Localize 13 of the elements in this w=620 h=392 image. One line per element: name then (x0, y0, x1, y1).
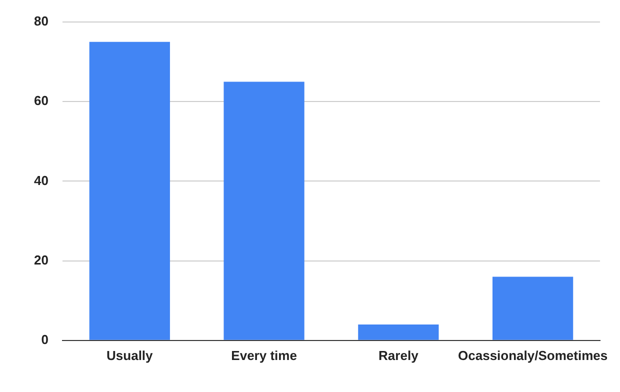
x-tick-label: Rarely (378, 348, 420, 363)
y-tick-label: 40 (34, 172, 48, 188)
y-tick-label: 80 (34, 14, 48, 29)
y-tick-label: 60 (34, 93, 48, 108)
x-tick-label: Every time (231, 348, 297, 363)
bar (492, 276, 574, 340)
bar (358, 324, 439, 340)
y-tick-label: 0 (41, 332, 48, 347)
x-tick-label: Ocassionaly/Sometimes (458, 348, 608, 363)
bar (224, 82, 304, 340)
x-tick-label: Usually (106, 348, 154, 363)
bar (89, 42, 170, 340)
y-tick-label: 20 (34, 252, 48, 268)
